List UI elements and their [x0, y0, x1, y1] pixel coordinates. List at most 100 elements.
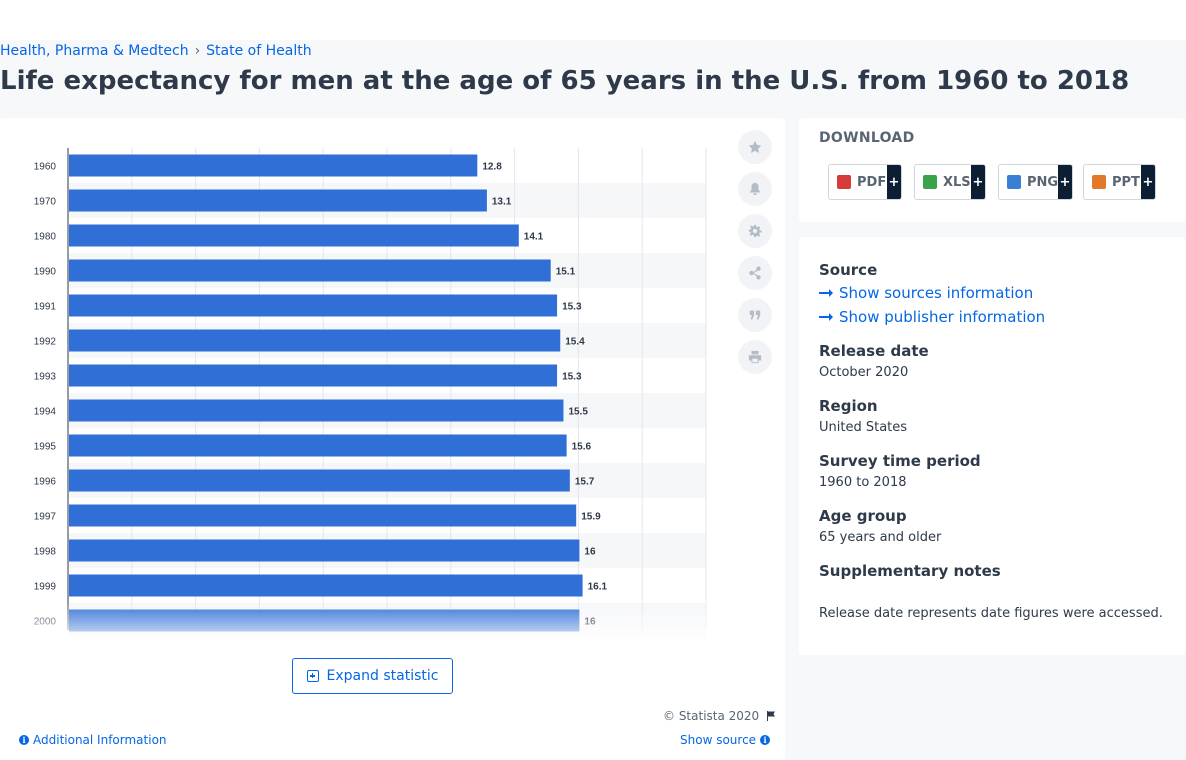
- info-card: Source Show sources information Show pub…: [799, 237, 1185, 655]
- arrow-right-icon: [819, 289, 833, 297]
- category-label-1990: 1990: [34, 267, 57, 278]
- additional-information-link[interactable]: i Additional Information: [19, 733, 167, 747]
- bar-1960: [69, 154, 478, 177]
- download-png-label: PNG: [1027, 174, 1059, 190]
- bar-1993: [69, 364, 558, 387]
- notification-button[interactable]: [738, 172, 772, 206]
- download-title: DOWNLOAD: [819, 130, 915, 146]
- category-label-1999: 1999: [34, 582, 57, 593]
- bar-1991: [69, 294, 558, 317]
- show-sources-label: Show sources information: [839, 284, 1034, 302]
- info-icon: i: [760, 735, 771, 745]
- plus-icon: +: [971, 165, 985, 199]
- share-icon: [749, 266, 761, 280]
- category-label-1960: 1960: [34, 162, 57, 173]
- value-label-1996: 15.7: [575, 477, 595, 488]
- value-label-1997: 15.9: [581, 512, 601, 523]
- download-pdf-button[interactable]: PDF +: [828, 164, 902, 200]
- quote-icon: [749, 310, 761, 320]
- show-publisher-link[interactable]: Show publisher information: [819, 308, 1045, 326]
- bar-1998: [69, 539, 580, 562]
- ppt-file-icon: [1092, 175, 1106, 189]
- gear-icon: [748, 224, 762, 238]
- show-source-label: Show source: [680, 733, 757, 747]
- category-label-1992: 1992: [34, 337, 57, 348]
- expand-statistic-button[interactable]: Expand statistic: [292, 658, 453, 694]
- category-label-1980: 1980: [34, 232, 57, 243]
- category-label-1991: 1991: [34, 302, 57, 313]
- value-label-1994: 15.5: [568, 407, 588, 418]
- category-label-1998: 1998: [34, 547, 57, 558]
- bar-1994: [69, 399, 564, 422]
- value-label-1970: 13.1: [492, 197, 512, 208]
- chart-card: 1960 12.8 1970 13.1 1980 14.1 1990 15.1 1991 15.3…: [0, 118, 785, 760]
- favorite-button[interactable]: [738, 130, 772, 164]
- bar-1990: [69, 259, 551, 282]
- value-label-1991: 15.3: [562, 302, 582, 313]
- additional-information-label: Additional Information: [33, 733, 167, 747]
- show-source-link[interactable]: Show source i: [680, 733, 771, 747]
- info-icon: i: [19, 735, 29, 745]
- download-pdf-label: PDF: [857, 174, 887, 190]
- arrow-right-icon: [819, 313, 833, 321]
- pdf-file-icon: [837, 175, 851, 189]
- show-publisher-label: Show publisher information: [839, 308, 1046, 326]
- png-file-icon: [1007, 175, 1021, 189]
- category-label-1993: 1993: [34, 372, 57, 383]
- plus-icon: +: [1141, 165, 1155, 199]
- bar-1980: [69, 224, 519, 247]
- bar-1996: [69, 469, 570, 492]
- fade-overlay: [0, 601, 735, 638]
- bell-icon: [749, 182, 761, 196]
- show-sources-link[interactable]: Show sources information: [819, 284, 1033, 302]
- value-label-1980: 14.1: [524, 232, 544, 243]
- category-label-1996: 1996: [34, 477, 57, 488]
- bar-1995: [69, 434, 567, 457]
- value-label-1992: 15.4: [565, 337, 585, 348]
- category-label-1970: 1970: [34, 197, 57, 208]
- bar-1999: [69, 574, 583, 597]
- category-label-1997: 1997: [34, 512, 57, 523]
- category-label-1995: 1995: [34, 442, 57, 453]
- top-bar: [0, 0, 1186, 40]
- expand-icon: [306, 670, 319, 682]
- plus-icon: +: [1058, 165, 1072, 199]
- share-button[interactable]: [738, 256, 772, 290]
- region-label: Region: [819, 397, 878, 415]
- bar-1997: [69, 504, 577, 527]
- download-xls-label: XLS: [943, 174, 971, 190]
- download-png-button[interactable]: PNG +: [998, 164, 1073, 200]
- xls-file-icon: [923, 175, 937, 189]
- release-date-label: Release date: [819, 342, 929, 360]
- survey-period-label: Survey time period: [819, 452, 981, 470]
- supplementary-notes-label: Supplementary notes: [819, 562, 1001, 580]
- download-card: DOWNLOAD PDF + XLS + PNG + PPT +: [799, 118, 1185, 222]
- cite-button[interactable]: [738, 298, 772, 332]
- expand-statistic-label: Expand statistic: [326, 668, 439, 684]
- age-group-value: 65 years and older: [819, 530, 942, 545]
- survey-period-value: 1960 to 2018: [819, 475, 907, 490]
- release-date-value: October 2020: [819, 365, 909, 380]
- download-xls-button[interactable]: XLS +: [914, 164, 986, 200]
- category-label-1994: 1994: [34, 407, 57, 418]
- settings-button[interactable]: [738, 214, 772, 248]
- download-ppt-label: PPT: [1112, 174, 1140, 190]
- breadcrumb: Health, Pharma & Medtech › State of Heal…: [0, 43, 312, 59]
- print-button[interactable]: [738, 340, 772, 374]
- breadcrumb-item-health[interactable]: Health, Pharma & Medtech: [0, 43, 189, 59]
- value-label-1999: 16.1: [588, 582, 608, 593]
- breadcrumb-item-state-of-health[interactable]: State of Health: [206, 43, 312, 59]
- value-label-1960: 12.8: [482, 162, 502, 173]
- value-label-1990: 15.1: [556, 267, 576, 278]
- age-group-label: Age group: [819, 507, 907, 525]
- star-icon: [748, 140, 762, 153]
- value-label-1993: 15.3: [562, 372, 582, 383]
- download-ppt-button[interactable]: PPT +: [1083, 164, 1156, 200]
- region-value: United States: [819, 420, 908, 435]
- copyright-text: © Statista 2020: [663, 709, 760, 723]
- bar-1992: [69, 329, 561, 352]
- flag-icon[interactable]: [765, 710, 777, 722]
- page-title: Life expectancy for men at the age of 65…: [0, 66, 1130, 96]
- supplementary-notes-value: Release date represents date figures wer…: [819, 606, 1163, 621]
- plus-icon: +: [887, 165, 901, 199]
